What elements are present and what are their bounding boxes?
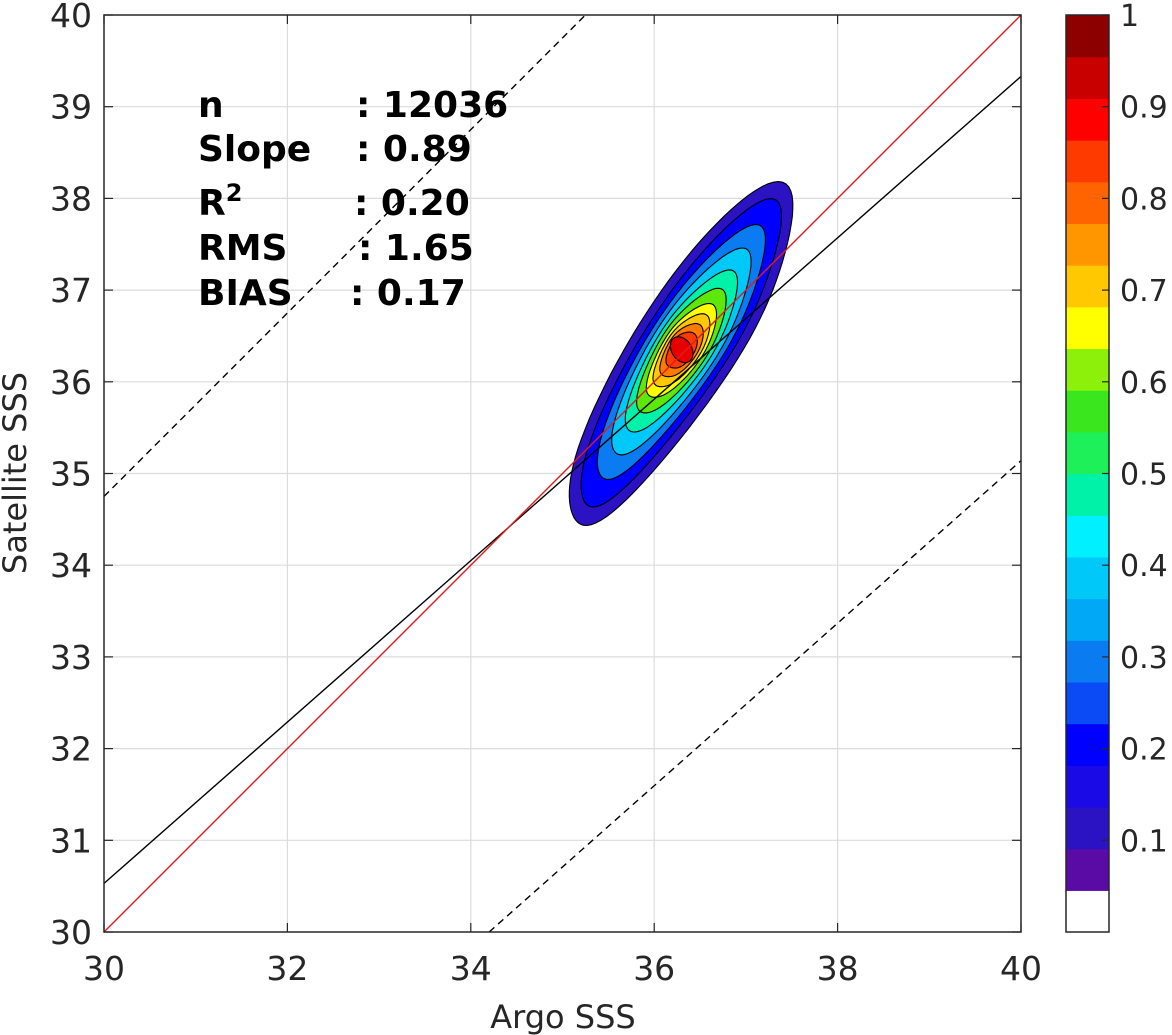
x-tick-label: 36 <box>633 949 675 988</box>
colorbar-tick-label: 0.2 <box>1120 733 1168 768</box>
y-tick-label: 36 <box>50 363 92 402</box>
colorbar-segment <box>1066 181 1109 225</box>
colorbar-tick-label: 0.7 <box>1120 274 1168 309</box>
stat-bias-value: : 0.17 <box>350 273 466 314</box>
density-peak <box>669 336 694 364</box>
x-tick-label: 34 <box>450 949 492 988</box>
colorbar-tick-label: 0.5 <box>1120 458 1168 493</box>
colorbar-segment <box>1066 390 1109 433</box>
stat-bias-label: BIAS <box>198 273 293 314</box>
y-tick-label: 40 <box>50 0 92 35</box>
colorbar-segment <box>1066 765 1109 808</box>
y-tick-label: 33 <box>50 638 92 677</box>
colorbar-tick-label: 0.9 <box>1120 91 1168 126</box>
colorbar-segment <box>1066 598 1109 641</box>
y-tick-label: 34 <box>50 546 92 585</box>
stat-slope-value: : 0.89 <box>356 129 472 170</box>
colorbar-segment <box>1066 15 1109 58</box>
colorbar-tick-label: 1 <box>1120 0 1139 34</box>
colorbar-segment <box>1066 348 1109 391</box>
colorbar-tick-label: 0.3 <box>1120 641 1168 676</box>
y-tick-label: 37 <box>50 271 92 310</box>
colorbar <box>1066 15 1109 933</box>
y-tick-label: 31 <box>50 821 92 860</box>
colorbar-segment <box>1066 431 1109 475</box>
x-tick-label: 30 <box>83 949 125 988</box>
stat-r2-label: R2 <box>198 179 242 224</box>
colorbar-segment <box>1066 681 1109 725</box>
regression-line <box>104 75 1021 884</box>
axis-ticks <box>103 14 1022 933</box>
stat-r2-value: : 0.20 <box>354 183 470 224</box>
stats-box: n : 12036 Slope : 0.89 R2 : 0.20 RMS : 1… <box>198 85 508 314</box>
stat-rms-value: : 1.65 <box>358 228 474 269</box>
colorbar-segment <box>1066 515 1109 558</box>
colorbar-segment <box>1066 98 1109 141</box>
colorbar-segment <box>1066 473 1109 516</box>
colorbar-segment <box>1066 556 1109 600</box>
stat-n-label: n <box>198 85 224 126</box>
y-tick-labels: 30 31 32 33 34 35 36 37 38 39 40 <box>50 0 92 952</box>
colorbar-segment <box>1066 806 1109 850</box>
x-axis-title: Argo SSS <box>490 998 635 1035</box>
colorbar-segment <box>1066 890 1109 933</box>
stat-r2-superscript: 2 <box>226 179 243 207</box>
colorbar-segment <box>1066 56 1109 99</box>
y-tick-label: 39 <box>50 88 92 127</box>
density-contours <box>568 181 794 527</box>
colorbar-ticks: 0.1 0.2 0.3 0.4 0.5 0.6 0.7 0.8 0.9 1 <box>1102 0 1168 859</box>
reference-lines <box>104 15 1021 932</box>
grid-lines <box>104 15 1021 932</box>
stat-slope-label: Slope <box>198 129 311 170</box>
x-tick-label: 38 <box>817 949 859 988</box>
lower-bound-line <box>488 460 1021 932</box>
colorbar-segment <box>1066 140 1109 183</box>
y-axis-title: Satellite SSS <box>0 372 34 574</box>
x-tick-label: 32 <box>266 949 308 988</box>
colorbar-segment <box>1066 265 1109 308</box>
colorbar-segment <box>1066 306 1109 350</box>
colorbar-segment <box>1066 723 1109 766</box>
y-tick-label: 30 <box>50 913 92 952</box>
colorbar-segment <box>1066 223 1109 266</box>
y-tick-label: 35 <box>50 455 92 494</box>
x-tick-label: 40 <box>1000 949 1042 988</box>
colorbar-tick-label: 0.4 <box>1120 549 1168 584</box>
stat-r2-base: R <box>198 183 226 224</box>
upper-bound-line <box>104 15 586 497</box>
y-tick-label: 32 <box>50 730 92 769</box>
colorbar-tick-label: 0.6 <box>1120 366 1168 401</box>
one-to-one-line <box>104 15 1021 932</box>
colorbar-tick-label: 0.1 <box>1120 824 1168 859</box>
stat-rms-label: RMS <box>198 228 287 269</box>
colorbar-tick-label: 0.8 <box>1120 182 1168 217</box>
x-tick-labels: 30 32 34 36 38 40 <box>83 949 1042 988</box>
stat-n-value: : 12036 <box>356 85 508 126</box>
y-tick-label: 38 <box>50 179 92 218</box>
colorbar-segment <box>1066 640 1109 683</box>
colorbar-segment <box>1066 848 1109 891</box>
